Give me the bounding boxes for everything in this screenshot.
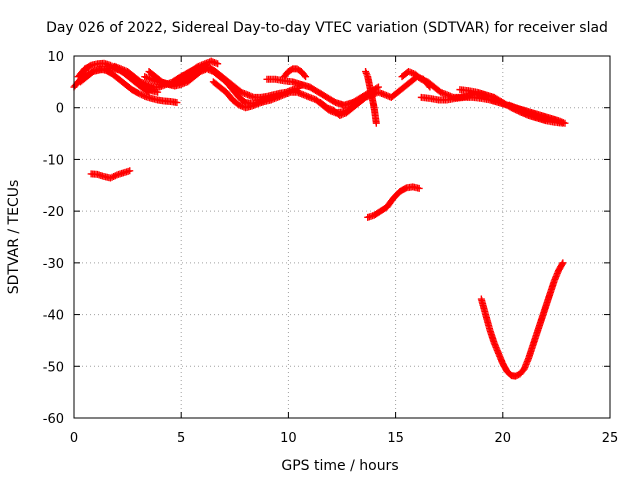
grid-lines [74,56,610,418]
data-point [110,172,118,180]
series-arc-17 [364,183,423,221]
data-point [363,71,371,79]
x-tick-label: 25 [602,431,619,446]
data-point [144,87,152,95]
y-tick-label: 0 [56,102,64,117]
x-tick-label: 0 [70,431,78,446]
series-arc-16 [87,167,134,182]
plot-frame [73,55,611,419]
data-point [214,60,222,68]
data-point [302,73,310,81]
y-tick-labels: 10 0 -10 -20 -30 -40 -50 -60 [43,50,64,427]
data-point [559,119,567,127]
y-tick-label: -40 [43,309,64,324]
chart-title: Day 026 of 2022, Sidereal Day-to-day VTE… [46,20,608,36]
y-tick-label: 10 [47,50,64,65]
x-tick-label: 5 [177,431,185,446]
y-tick-label: -10 [43,153,64,168]
data-point [372,119,380,127]
series-arc-15 [505,101,552,123]
data-point [558,260,566,268]
series-arc-18 [477,259,567,380]
data-series [70,57,569,380]
data-point [415,184,423,192]
data-point [362,69,370,77]
data-point [139,92,147,100]
series-arc-7 [209,78,359,117]
x-tick-label: 15 [387,431,404,446]
x-tick-labels: 0 5 10 15 20 25 [70,431,618,446]
series-arc-8 [280,65,310,81]
x-tick-label: 10 [280,431,297,446]
data-point [544,115,552,123]
series-arc-3 [76,65,181,107]
series-arc-11 [362,68,380,127]
data-point [111,172,119,180]
data-point [173,99,181,107]
data-point [300,71,308,79]
x-tick-label: 20 [495,431,512,446]
x-axis-label: GPS time / hours [281,458,398,474]
data-point [108,173,116,181]
axis-ticks [73,55,611,419]
data-point [106,61,114,69]
data-point [559,259,567,267]
data-point [106,174,114,182]
data-point [136,90,144,98]
y-tick-label: -30 [43,257,64,272]
y-tick-label: -50 [43,360,64,375]
data-point [134,89,142,97]
data-point [138,91,146,99]
y-tick-label: -60 [43,412,64,427]
y-axis-label: SDTVAR / TECUs [6,180,22,295]
data-point [126,167,134,175]
y-tick-label: -20 [43,205,64,220]
